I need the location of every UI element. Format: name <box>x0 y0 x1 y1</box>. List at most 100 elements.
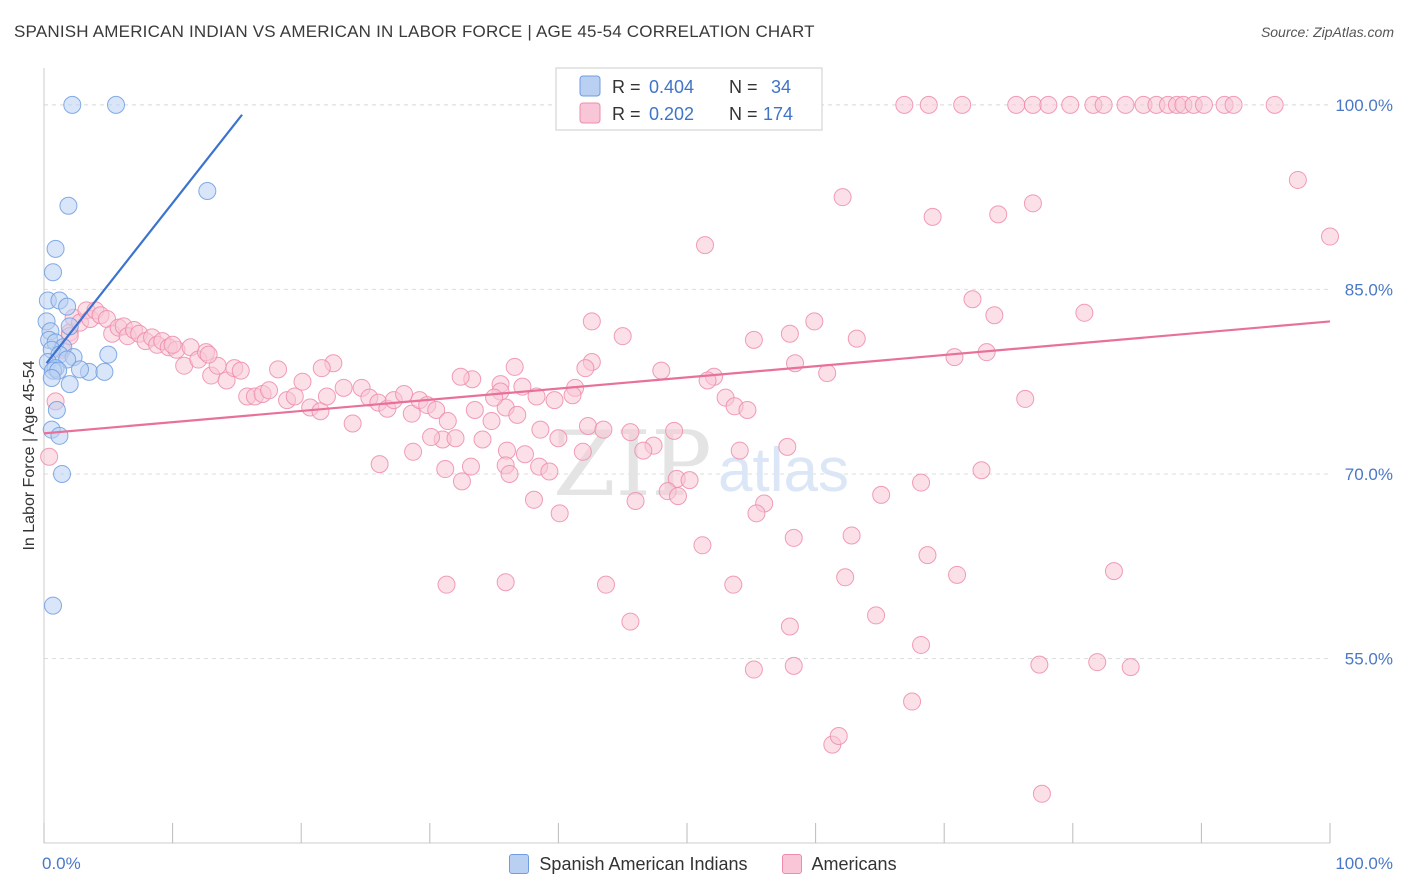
spanish-american-indian-point <box>63 95 82 114</box>
correlation-legend: R = 0.404 N = 34 R = 0.202 N = 174 <box>555 67 823 131</box>
american-point <box>446 429 465 448</box>
american-point <box>473 430 492 449</box>
y-axis-label: In Labor Force | Age 45-54 <box>21 360 38 550</box>
x-tick-label-min: 0.0% <box>42 854 81 873</box>
american-point <box>903 692 922 711</box>
american-point <box>482 412 501 431</box>
spanish-american-indian-point <box>198 182 217 201</box>
legend-swatch-blue <box>579 75 601 97</box>
legend-n-label-0: N = <box>729 77 758 97</box>
american-point <box>1088 653 1107 672</box>
american-point <box>1023 95 1042 114</box>
spanish-american-indian-point <box>44 263 63 282</box>
source-credit: Source: ZipAtlas.com <box>1260 24 1394 40</box>
american-point <box>1116 95 1135 114</box>
american-point <box>527 387 546 406</box>
american-point <box>833 188 852 207</box>
spanish-american-indian-point <box>46 239 65 258</box>
american-point <box>1023 194 1042 213</box>
american-point <box>596 575 615 594</box>
american-point <box>422 428 441 447</box>
american-point <box>269 360 288 379</box>
legend-r-label-0: R = <box>612 77 641 97</box>
american-point <box>867 606 886 625</box>
american-point <box>1104 562 1123 581</box>
legend-item-spanish-american-indians: Spanish American Indians <box>509 853 748 875</box>
american-point <box>847 329 866 348</box>
american-point <box>1224 95 1243 114</box>
american-point <box>1321 227 1339 246</box>
american-point <box>1094 95 1113 114</box>
gridlines <box>44 104 1330 659</box>
american-point <box>549 429 568 448</box>
spanish-american-indian-point <box>42 369 61 387</box>
spanish-american-indians-points <box>37 95 217 615</box>
spanish-american-indian-point <box>107 95 126 114</box>
american-point <box>505 357 524 376</box>
american-point <box>668 487 687 506</box>
american-point <box>285 387 304 406</box>
y-tick-label: 100.0% <box>1335 96 1393 115</box>
american-point <box>778 437 797 456</box>
american-point <box>515 445 534 464</box>
american-point <box>40 447 59 466</box>
legend-r-value-1: 0.202 <box>649 104 694 124</box>
y-tick-label: 85.0% <box>1345 280 1393 299</box>
american-point <box>452 472 471 491</box>
american-point <box>948 565 967 584</box>
legend-r-value-0: 0.404 <box>649 77 694 97</box>
american-point <box>805 312 824 331</box>
american-point <box>550 504 569 523</box>
american-point <box>626 492 645 511</box>
spanish-american-indian-point <box>95 362 114 381</box>
american-point <box>744 660 763 679</box>
american-point <box>508 405 527 424</box>
american-point <box>395 384 414 403</box>
american-point <box>199 345 218 364</box>
y-tick-label: 70.0% <box>1345 465 1393 484</box>
legend-swatch-pink <box>579 102 601 124</box>
american-point <box>437 575 456 594</box>
american-point <box>872 485 891 504</box>
americans-trend-line <box>43 320 1331 435</box>
american-point <box>972 461 991 480</box>
american-point <box>545 391 564 410</box>
legend-label-spanish-american-indians: Spanish American Indians <box>539 853 748 874</box>
american-point <box>594 420 613 439</box>
spanish-american-indians-trend-line <box>45 114 243 364</box>
american-point <box>1007 95 1026 114</box>
american-point <box>1121 658 1140 677</box>
series-legend: Spanish American Indians Americans <box>0 850 1406 878</box>
american-point <box>524 490 543 509</box>
american-point <box>163 335 182 354</box>
american-point <box>1288 170 1307 189</box>
american-point <box>231 361 250 380</box>
american-point <box>744 330 763 349</box>
american-point <box>438 412 457 431</box>
american-point <box>696 236 715 255</box>
legend-n-label-1: N = <box>729 104 758 124</box>
american-point <box>923 207 942 226</box>
american-point <box>738 400 757 419</box>
american-point <box>576 359 595 378</box>
american-point <box>461 457 480 476</box>
spanish-american-indian-point <box>58 297 77 316</box>
american-point <box>1032 784 1051 803</box>
american-point <box>842 526 861 545</box>
american-point <box>317 387 336 406</box>
american-point <box>1194 95 1213 114</box>
american-point <box>613 327 632 346</box>
american-point <box>427 400 446 419</box>
x-tick-label-max: 100.0% <box>1335 854 1393 873</box>
american-point <box>312 359 331 378</box>
legend-r-label-1: R = <box>612 104 641 124</box>
american-point <box>680 471 699 490</box>
spanish-american-indian-point <box>53 464 72 483</box>
american-point <box>780 324 799 343</box>
american-point <box>1039 95 1058 114</box>
spanish-american-indian-point <box>60 375 79 394</box>
american-point <box>724 575 743 594</box>
y-tick-label: 55.0% <box>1345 649 1393 668</box>
american-point <box>436 460 455 479</box>
